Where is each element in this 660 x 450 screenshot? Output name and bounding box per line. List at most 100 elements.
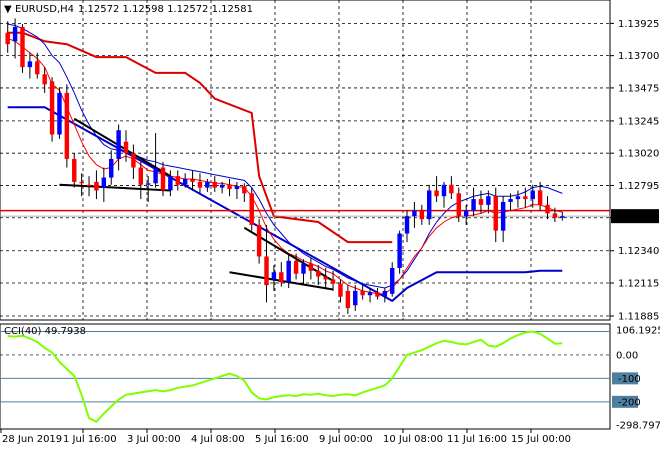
candle[interactable] — [301, 259, 306, 286]
candle[interactable] — [560, 212, 565, 221]
candle[interactable] — [242, 183, 247, 202]
candle[interactable] — [64, 84, 70, 168]
candle[interactable] — [308, 257, 314, 280]
candle[interactable] — [486, 190, 491, 214]
candle-body — [353, 290, 358, 306]
candle[interactable] — [515, 190, 521, 208]
candles[interactable] — [5, 18, 565, 314]
candle[interactable] — [493, 187, 498, 243]
candle-body — [123, 141, 129, 154]
candle[interactable] — [500, 196, 506, 243]
candle[interactable] — [182, 173, 188, 188]
candle[interactable] — [382, 288, 388, 303]
candle[interactable] — [79, 173, 84, 197]
candle-body — [449, 184, 454, 194]
candle[interactable] — [345, 285, 351, 314]
candle[interactable] — [86, 176, 92, 197]
candle-body — [249, 193, 254, 225]
candle[interactable] — [212, 176, 217, 192]
candle[interactable] — [219, 181, 225, 194]
candle[interactable] — [353, 285, 358, 311]
candle[interactable] — [175, 170, 180, 191]
candle-body — [375, 292, 380, 297]
candle[interactable] — [404, 210, 410, 243]
candle[interactable] — [338, 279, 343, 303]
candle[interactable] — [419, 204, 425, 225]
candle[interactable] — [123, 130, 129, 162]
cci-axis[interactable]: 106.1925 0.00 -100 -200 -298.7977 — [612, 326, 660, 432]
candle[interactable] — [12, 18, 18, 59]
candle[interactable] — [552, 207, 558, 223]
price-tick-label: 1.13925 — [618, 19, 659, 30]
candle[interactable] — [375, 288, 380, 300]
candle[interactable] — [57, 87, 62, 139]
candle[interactable] — [360, 285, 365, 300]
candle[interactable] — [508, 193, 513, 211]
time-tick-label: 4 Jul 08:00 — [191, 434, 245, 445]
candle[interactable] — [530, 184, 535, 208]
candle[interactable] — [27, 52, 33, 79]
candle[interactable] — [20, 24, 25, 73]
candle-body — [367, 292, 373, 296]
candle[interactable] — [316, 265, 321, 286]
candle-body — [205, 181, 210, 188]
candle[interactable] — [478, 190, 484, 214]
candle[interactable] — [131, 144, 136, 180]
candle[interactable] — [94, 170, 99, 200]
candle[interactable] — [449, 176, 454, 200]
candle[interactable] — [249, 187, 254, 231]
candle[interactable] — [153, 133, 158, 188]
candle[interactable] — [205, 179, 210, 192]
candle[interactable] — [264, 224, 269, 303]
candle-body — [109, 158, 114, 178]
candle[interactable] — [168, 170, 173, 197]
candle[interactable] — [390, 262, 395, 297]
candle[interactable] — [234, 181, 240, 200]
candle[interactable] — [271, 265, 277, 291]
trendline — [59, 183, 171, 192]
candle[interactable] — [412, 201, 417, 228]
resistance-line — [7, 31, 393, 244]
candle[interactable] — [323, 267, 328, 289]
candle[interactable] — [160, 161, 166, 197]
candle[interactable] — [523, 187, 528, 208]
candle[interactable] — [116, 124, 121, 171]
candle[interactable] — [330, 270, 336, 291]
candle[interactable] — [72, 153, 77, 188]
time-axis[interactable]: 28 Jun 2019 1 Jul 16:00 3 Jul 00:00 4 Jul 0… — [0, 429, 571, 445]
dropdown-arrow-icon[interactable]: ▼ — [4, 4, 12, 15]
candle[interactable] — [397, 230, 402, 274]
candle[interactable] — [426, 184, 432, 225]
candle[interactable] — [35, 52, 40, 79]
cci-panel[interactable] — [0, 323, 611, 430]
candle[interactable] — [434, 176, 439, 202]
candle[interactable] — [279, 262, 284, 287]
candle-body — [560, 216, 565, 218]
candle[interactable] — [456, 187, 461, 223]
candle[interactable] — [537, 181, 543, 211]
candle[interactable] — [367, 288, 373, 303]
candle[interactable] — [197, 173, 203, 194]
candle[interactable] — [441, 181, 447, 208]
candle[interactable] — [286, 253, 291, 289]
candle[interactable] — [190, 170, 195, 191]
candle-body — [397, 233, 402, 268]
candle[interactable] — [5, 21, 10, 53]
candle-body — [456, 193, 461, 217]
candle[interactable] — [138, 161, 144, 200]
candle[interactable] — [145, 176, 151, 202]
candle-body — [116, 130, 121, 159]
candle[interactable] — [227, 179, 232, 197]
candle[interactable] — [109, 150, 114, 185]
candle[interactable] — [42, 67, 47, 93]
candle[interactable] — [463, 204, 469, 225]
price-axis[interactable]: 1.13925 1.13700 1.13475 1.13245 1.13020 1.127… — [610, 19, 659, 323]
candle[interactable] — [471, 187, 476, 217]
candle[interactable] — [293, 253, 299, 280]
candle[interactable] — [101, 167, 107, 202]
candle[interactable] — [545, 196, 550, 220]
candle[interactable] — [256, 219, 262, 264]
candle-body — [271, 272, 277, 280]
candle[interactable] — [49, 77, 55, 142]
